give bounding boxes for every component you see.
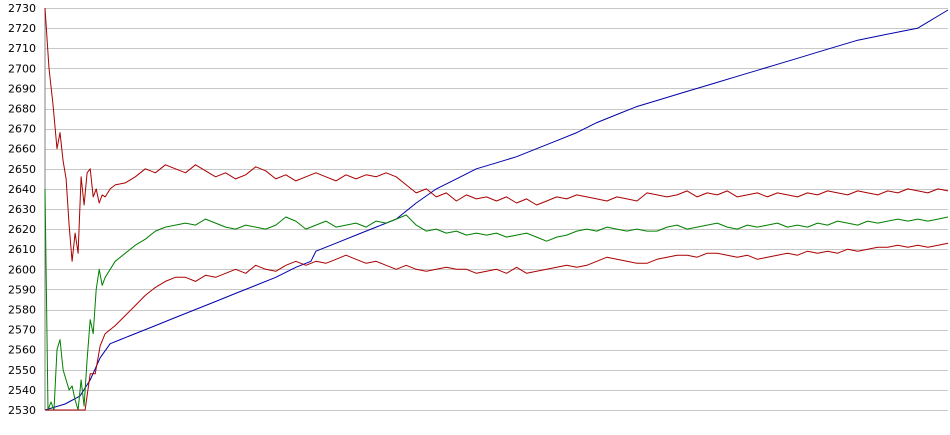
- y-tick-label: 2580: [8, 304, 36, 317]
- y-tick-label: 2710: [8, 42, 36, 55]
- y-tick-label: 2570: [8, 324, 36, 337]
- y-tick-label: 2620: [8, 223, 36, 236]
- y-tick-label: 2550: [8, 364, 36, 377]
- y-tick-label: 2720: [8, 22, 36, 35]
- series-line-3: [44, 188, 949, 411]
- y-tick-label: 2660: [8, 143, 36, 156]
- series-line-2: [44, 7, 949, 262]
- series-group: [44, 7, 949, 411]
- y-tick-label: 2590: [8, 283, 36, 296]
- y-tick-label: 2530: [8, 404, 36, 417]
- y-tick-label: 2610: [8, 243, 36, 256]
- y-tick-label: 2540: [8, 384, 36, 397]
- series-line-4: [45, 242, 949, 411]
- y-tick-label: 2650: [8, 163, 36, 176]
- y-tick-label: 2600: [8, 263, 36, 276]
- y-tick-labels: 2530 2540 2550 2560 2570 2580 2590 2600 2610 2620…: [8, 2, 36, 417]
- gridlines: [45, 8, 948, 411]
- y-tick-label: 2560: [8, 344, 36, 357]
- y-tick-label: 2690: [8, 82, 36, 95]
- y-tick-label: 2640: [8, 183, 36, 196]
- series-line-1: [44, 9, 949, 411]
- y-tick-label: 2670: [8, 123, 36, 136]
- y-tick-label: 2700: [8, 62, 36, 75]
- y-tick-label: 2630: [8, 203, 36, 216]
- y-tick-label: 2680: [8, 103, 36, 116]
- y-tick-label: 2730: [8, 2, 36, 15]
